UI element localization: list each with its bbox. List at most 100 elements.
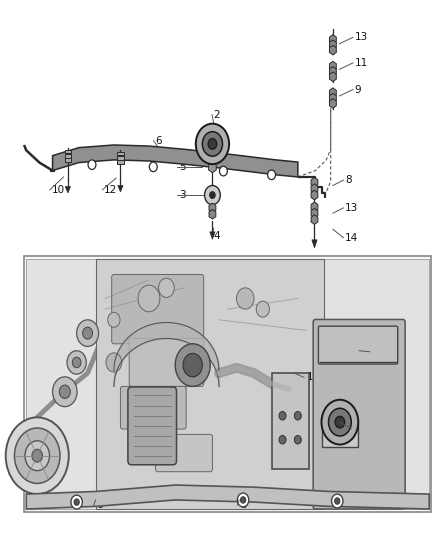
Text: 8: 8 [345, 175, 352, 185]
Polygon shape [329, 88, 336, 98]
Circle shape [138, 285, 160, 312]
Text: 11: 11 [355, 58, 368, 68]
FancyBboxPatch shape [313, 319, 405, 509]
Polygon shape [26, 485, 429, 509]
Polygon shape [329, 61, 336, 71]
Polygon shape [311, 184, 318, 193]
Text: 14: 14 [345, 233, 358, 243]
Polygon shape [209, 203, 216, 213]
Polygon shape [118, 185, 123, 192]
Circle shape [77, 320, 99, 346]
Circle shape [268, 170, 276, 180]
Circle shape [208, 139, 217, 149]
Text: 2: 2 [354, 424, 360, 433]
Text: 3: 3 [179, 190, 185, 200]
FancyBboxPatch shape [318, 326, 398, 364]
FancyBboxPatch shape [322, 424, 358, 447]
Circle shape [72, 357, 81, 368]
Polygon shape [329, 67, 336, 76]
FancyBboxPatch shape [26, 259, 429, 509]
Circle shape [237, 288, 254, 309]
FancyBboxPatch shape [128, 387, 177, 465]
Text: 13: 13 [355, 33, 368, 42]
Text: 9: 9 [355, 85, 361, 94]
Polygon shape [329, 72, 336, 82]
Circle shape [53, 377, 77, 407]
Text: 5: 5 [179, 163, 185, 172]
Circle shape [210, 192, 215, 198]
Circle shape [32, 449, 42, 462]
Text: 13: 13 [345, 203, 358, 213]
Circle shape [321, 400, 358, 445]
Circle shape [237, 493, 249, 507]
Polygon shape [329, 40, 336, 50]
Circle shape [59, 385, 71, 399]
Text: 10: 10 [52, 185, 65, 195]
FancyBboxPatch shape [65, 154, 71, 158]
FancyBboxPatch shape [96, 259, 324, 509]
FancyBboxPatch shape [117, 151, 124, 156]
Circle shape [74, 499, 79, 505]
FancyBboxPatch shape [129, 338, 204, 386]
Polygon shape [311, 202, 318, 212]
Circle shape [219, 166, 227, 176]
Text: 6: 6 [96, 500, 103, 510]
Circle shape [332, 494, 343, 508]
Circle shape [335, 498, 340, 504]
Text: 12: 12 [104, 185, 117, 195]
Circle shape [294, 435, 301, 444]
Circle shape [6, 417, 69, 494]
Circle shape [335, 416, 345, 428]
Polygon shape [312, 240, 317, 248]
Circle shape [106, 353, 122, 372]
Circle shape [279, 435, 286, 444]
Text: 2: 2 [214, 110, 220, 119]
Polygon shape [329, 35, 336, 44]
Text: 7: 7 [372, 347, 379, 357]
Circle shape [67, 351, 86, 374]
Circle shape [159, 278, 174, 297]
Circle shape [202, 132, 223, 156]
Circle shape [71, 495, 82, 509]
Polygon shape [329, 99, 336, 108]
FancyBboxPatch shape [65, 158, 71, 162]
Circle shape [256, 301, 269, 317]
Polygon shape [53, 145, 298, 177]
Circle shape [196, 124, 229, 164]
Polygon shape [209, 209, 216, 219]
FancyBboxPatch shape [120, 386, 186, 429]
Polygon shape [311, 190, 318, 200]
Text: 3: 3 [240, 500, 247, 510]
Circle shape [294, 411, 301, 420]
Circle shape [240, 497, 246, 503]
Text: 1: 1 [307, 373, 313, 382]
Circle shape [328, 408, 351, 436]
Circle shape [279, 411, 286, 420]
FancyBboxPatch shape [24, 256, 431, 512]
Polygon shape [329, 93, 336, 103]
Polygon shape [65, 187, 71, 193]
Polygon shape [210, 232, 215, 239]
FancyBboxPatch shape [117, 156, 124, 160]
Polygon shape [208, 162, 216, 173]
Text: 4: 4 [214, 231, 220, 240]
Polygon shape [311, 208, 318, 218]
Circle shape [88, 160, 96, 169]
Circle shape [108, 312, 120, 327]
Text: 6: 6 [155, 136, 162, 146]
Circle shape [83, 327, 92, 339]
FancyBboxPatch shape [155, 434, 212, 472]
FancyBboxPatch shape [65, 149, 71, 154]
Circle shape [149, 162, 157, 172]
FancyBboxPatch shape [117, 160, 124, 164]
Polygon shape [311, 215, 318, 224]
Circle shape [183, 353, 202, 377]
FancyBboxPatch shape [272, 373, 309, 469]
Circle shape [205, 185, 220, 205]
Polygon shape [329, 45, 336, 55]
FancyBboxPatch shape [112, 274, 204, 344]
Circle shape [14, 428, 60, 483]
Polygon shape [311, 177, 318, 187]
Circle shape [25, 441, 49, 471]
Circle shape [175, 344, 210, 386]
